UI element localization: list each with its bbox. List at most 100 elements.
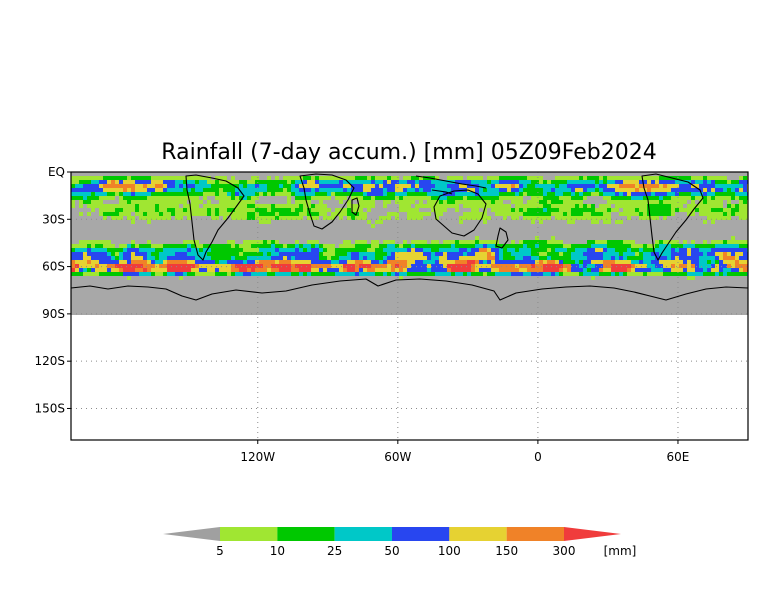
rain-cell (75, 268, 79, 272)
rain-cell (511, 200, 515, 204)
rain-cell (339, 188, 343, 192)
rain-cell (287, 200, 291, 204)
rain-cell (459, 260, 463, 264)
rain-cell (727, 252, 731, 256)
rain-cell (403, 204, 407, 208)
rain-cell (607, 196, 611, 200)
rain-cell (291, 212, 295, 216)
rain-cell (611, 200, 615, 204)
rain-cell (343, 208, 347, 212)
rain-cell (643, 180, 647, 184)
rain-cell (715, 216, 719, 220)
rain-cell (95, 184, 99, 188)
rain-cell (531, 208, 535, 212)
rain-cell (583, 216, 587, 220)
rain-cell (671, 272, 675, 276)
rain-cell (179, 212, 183, 216)
rain-cell (459, 220, 463, 224)
rain-cell (363, 260, 367, 264)
rain-cell (191, 252, 195, 256)
rain-cell (679, 252, 683, 256)
rain-cell (379, 272, 383, 276)
rain-cell (399, 244, 403, 248)
rain-cell (495, 176, 499, 180)
rain-cell (431, 244, 435, 248)
rain-cell (671, 212, 675, 216)
rain-cell (519, 240, 523, 244)
rain-cell (415, 252, 419, 256)
rain-cell (267, 212, 271, 216)
rain-cell (451, 244, 455, 248)
rain-cell (407, 248, 411, 252)
rain-cell (359, 264, 363, 268)
rain-cell (235, 272, 239, 276)
rain-cell (567, 176, 571, 180)
rain-cell (359, 200, 363, 204)
rain-cell (579, 188, 583, 192)
rain-cell (147, 220, 151, 224)
rain-cell (291, 208, 295, 212)
rain-cell (455, 200, 459, 204)
rain-cell (267, 180, 271, 184)
rain-cell (655, 204, 659, 208)
rain-cell (155, 184, 159, 188)
rain-cell (739, 268, 743, 272)
rain-cell (591, 216, 595, 220)
rain-cell (487, 244, 491, 248)
rain-cell (703, 200, 707, 204)
rain-cell (431, 180, 435, 184)
rain-cell (319, 264, 323, 268)
rain-cell (523, 216, 527, 220)
rain-cell (707, 264, 711, 268)
rain-cell (711, 252, 715, 256)
rain-cell (327, 216, 331, 220)
rain-cell (719, 208, 723, 212)
lat-tick-label: 30S (42, 212, 65, 226)
rain-cell (163, 244, 167, 248)
rain-cell (167, 244, 171, 248)
rain-cell (275, 264, 279, 268)
rain-cell (603, 248, 607, 252)
rain-cell (559, 244, 563, 248)
rain-cell (703, 196, 707, 200)
rain-cell (731, 248, 735, 252)
rain-cell (547, 180, 551, 184)
rain-cell (539, 268, 543, 272)
rain-cell (187, 256, 191, 260)
rain-cell (727, 188, 731, 192)
colorbar-label: 50 (384, 544, 399, 558)
rain-cell (183, 272, 187, 276)
rain-cell (603, 240, 607, 244)
rain-cell (367, 208, 371, 212)
rain-cell (259, 260, 263, 264)
rain-cell (659, 260, 663, 264)
rain-cell (183, 184, 187, 188)
rain-cell (679, 248, 683, 252)
rain-cell (111, 180, 115, 184)
rain-cell (559, 256, 563, 260)
rain-cell (91, 180, 95, 184)
rain-cell (483, 240, 487, 244)
rain-cell (579, 216, 583, 220)
rain-cell (259, 240, 263, 244)
rain-cell (287, 212, 291, 216)
rain-cell (127, 192, 131, 196)
rain-cell (571, 212, 575, 216)
rain-cell (283, 176, 287, 180)
rain-cell (251, 244, 255, 248)
rain-cell (391, 176, 395, 180)
rain-cell (499, 180, 503, 184)
rain-cell (155, 192, 159, 196)
rain-cell (495, 200, 499, 204)
colorbar-bin (392, 527, 450, 541)
rain-cell (87, 204, 91, 208)
rain-cell (707, 196, 711, 200)
rain-cell (315, 260, 319, 264)
rain-cell (491, 180, 495, 184)
rain-cell (291, 184, 295, 188)
rain-cell (219, 204, 223, 208)
rain-cell (435, 252, 439, 256)
rain-cell (515, 212, 519, 216)
rain-cell (655, 212, 659, 216)
rain-cell (503, 192, 507, 196)
